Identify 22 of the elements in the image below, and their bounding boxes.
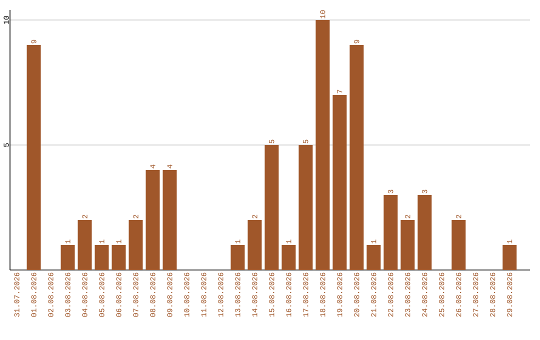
bar	[298, 145, 313, 270]
bar	[146, 170, 160, 270]
bar	[248, 220, 262, 270]
bar	[230, 245, 245, 270]
bar	[350, 44, 364, 270]
bar	[332, 94, 347, 270]
bar	[264, 145, 279, 270]
bar	[282, 245, 296, 270]
bar	[94, 245, 109, 270]
bar	[78, 220, 92, 270]
bar	[400, 220, 415, 270]
bar	[112, 245, 126, 270]
bar	[384, 195, 398, 270]
bar	[162, 170, 177, 270]
bar	[452, 220, 466, 270]
bar	[366, 245, 381, 270]
bar	[128, 220, 143, 270]
bar	[60, 245, 75, 270]
bar	[502, 245, 517, 270]
bar	[26, 44, 41, 270]
bar	[316, 20, 330, 270]
bar	[418, 195, 432, 270]
